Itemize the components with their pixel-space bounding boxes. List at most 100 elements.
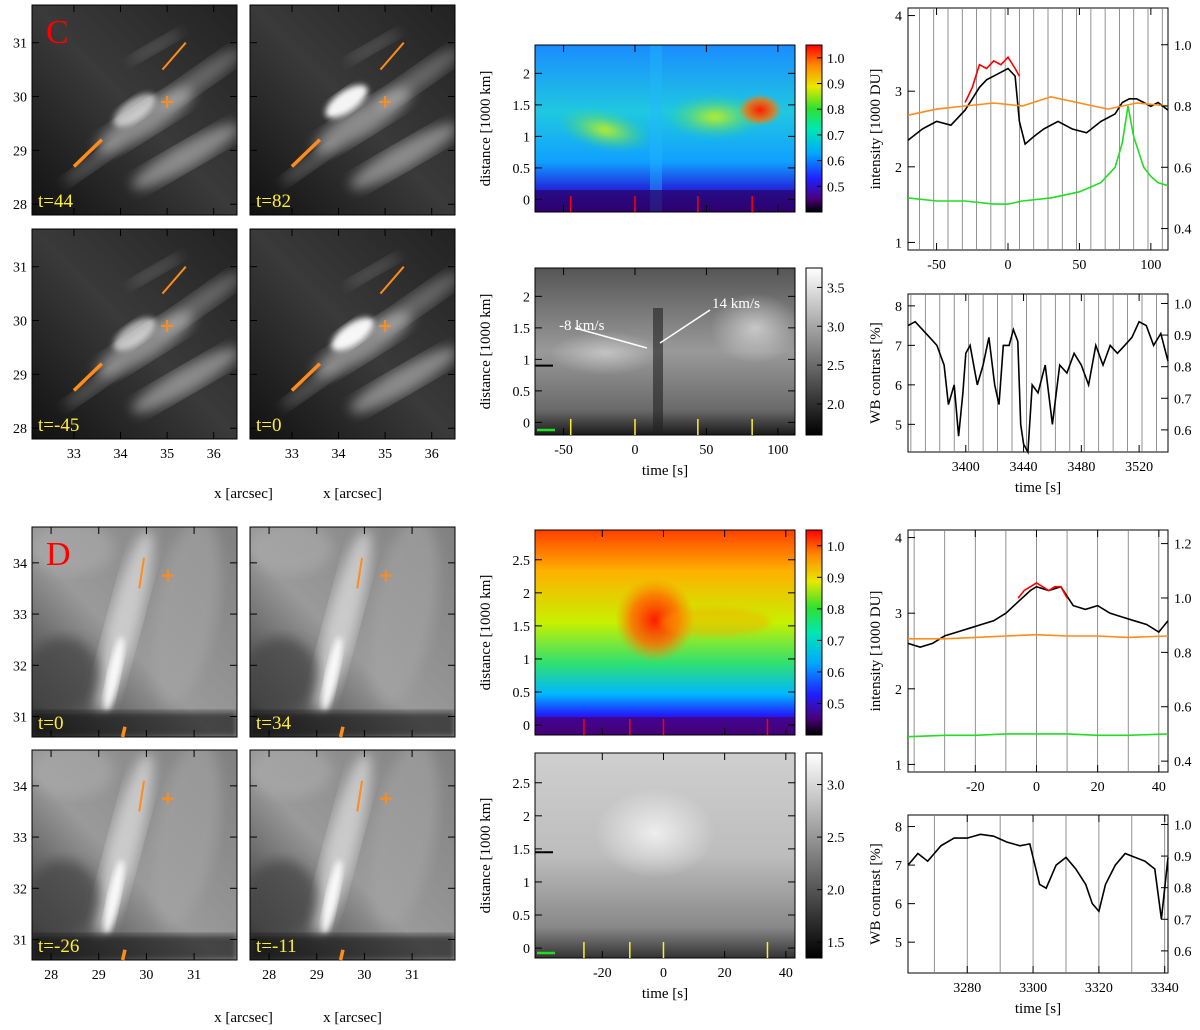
- image-ytick-label: 31: [13, 37, 27, 52]
- colorbar-tick-label: 3.0: [827, 320, 845, 335]
- colorbar-tick-label: 0.9: [827, 571, 845, 586]
- image-ytick-label: 34: [13, 780, 27, 795]
- y-axis-label: distance [1000 km]: [478, 798, 494, 914]
- heatmap-content: -8 km/s 14 km/s: [535, 268, 795, 435]
- heatmap-feature: [653, 308, 663, 435]
- y-axis-label: WB contrast [%]: [868, 843, 884, 945]
- image-xtick-label: 30: [357, 968, 371, 983]
- heatmap-ytick-label: 2: [523, 290, 530, 305]
- image-xtick-label: 35: [160, 447, 174, 462]
- solar-image-C-3: t=-45 33 34 35 36 28 29 30 31: [13, 228, 238, 462]
- image-xtick-label: 29: [310, 968, 324, 983]
- image-time-label: t=44: [38, 191, 73, 212]
- heatmap-feature: [650, 45, 662, 212]
- bright-grain: [325, 84, 368, 118]
- series-green: [907, 105, 1169, 205]
- x-axis-label: x [arcsec]: [214, 1010, 273, 1026]
- xtick-label: 3340: [1151, 981, 1179, 996]
- colorbar-tick-label: 0.5: [827, 697, 845, 712]
- heatmap-ytick-label: 2.5: [513, 777, 531, 792]
- solar-image-C-2: t=82: [249, 4, 456, 216]
- solar-image-D-4: t=-11 28 29 30 31: [249, 749, 456, 983]
- heatmap-feature: [738, 94, 782, 126]
- image-ytick-label: 30: [13, 91, 27, 106]
- heatmap-frame: [534, 752, 796, 959]
- image-ytick-label: 29: [13, 368, 27, 383]
- image-time-label: t=-26: [38, 936, 79, 957]
- heatmap-xtick-label: 40: [779, 966, 793, 981]
- y2tick-label: 1.0: [1174, 39, 1192, 54]
- image-xtick-label: 30: [139, 968, 153, 983]
- series-black: [907, 67, 1169, 146]
- y2tick-label: 0.6: [1174, 161, 1192, 176]
- y2tick-label: 0.7: [1174, 392, 1192, 407]
- heatmap-ytick-label: 2: [523, 587, 530, 602]
- series-green: [907, 733, 1169, 738]
- velocity-label: 14 km/s: [712, 296, 760, 312]
- bright-streak: [250, 750, 332, 798]
- xtick-label: 3440: [1010, 460, 1038, 475]
- bright-streak: [151, 750, 221, 928]
- bright-grain: [322, 860, 342, 934]
- image-xtick-label: 34: [332, 447, 346, 462]
- image-content: [32, 229, 237, 439]
- ytick-label: 7: [895, 859, 902, 874]
- bright-streak: [350, 123, 455, 189]
- xtick-label: 3320: [1085, 981, 1113, 996]
- heatmap-xtick-label: 50: [699, 443, 713, 458]
- y2tick-label: 0.8: [1174, 882, 1192, 897]
- solar-image-D-2: t=34: [249, 526, 456, 738]
- heatmap-feature: [710, 293, 795, 363]
- heatmap-ytick-label: 0.5: [513, 909, 531, 924]
- colorbar-tick-label: 1.0: [827, 540, 845, 555]
- image-content: [250, 750, 455, 960]
- y-axis-label: intensity [1000 DU]: [868, 69, 884, 190]
- heatmap-ytick-label: 0: [523, 416, 530, 431]
- bright-streak: [369, 527, 439, 705]
- heatmap-xtick-label: 100: [767, 443, 788, 458]
- heatmap-xtick-label: 0: [660, 966, 667, 981]
- slit-marker: [161, 42, 187, 71]
- bright-streak: [250, 527, 332, 575]
- y2tick-label: 0.6: [1174, 701, 1192, 716]
- bright-streak: [250, 860, 317, 934]
- bright-streak: [157, 47, 237, 110]
- image-xtick-label: 28: [262, 968, 276, 983]
- heatmap-content: [535, 753, 795, 958]
- ytick-label: 5: [895, 936, 902, 951]
- image-frame: [31, 4, 238, 216]
- bright-streak: [250, 637, 317, 711]
- heatmap-ytick-label: 2: [523, 67, 530, 82]
- slit-marker: [338, 949, 345, 961]
- y2tick-label: 1.0: [1174, 297, 1192, 312]
- image-xtick-label: 36: [207, 447, 221, 462]
- heatmap-ytick-label: 2: [523, 810, 530, 825]
- colorbar-tick-label: 2.0: [827, 398, 845, 413]
- heatmap-feature: [660, 608, 770, 636]
- image-grid-D: t=0 31 32 33 34 t=34 t=-26 28 29 30 31 31 32 33 34 t=-1…: [13, 526, 456, 1026]
- y2tick-label: 0.9: [1174, 850, 1192, 865]
- y-axis-label: distance [1000 km]: [478, 294, 494, 410]
- image-xtick-label: 28: [44, 968, 58, 983]
- y-axis-label: WB contrast [%]: [868, 322, 884, 424]
- heatmap-ytick-label: 1.5: [513, 99, 531, 114]
- line-plot-C: 3400 3440 3480 3520 5 6 7 8 0.6 0.7 0.8 0.9 1.0 WB co…: [868, 293, 1192, 496]
- bright-streak: [346, 254, 400, 288]
- ytick-label: 3: [895, 85, 902, 100]
- y2tick-label: 0.8: [1174, 361, 1192, 376]
- slit-marker: [290, 362, 322, 392]
- bright-streak: [369, 750, 439, 928]
- image-ytick-label: 31: [13, 934, 27, 949]
- ytick-label: 4: [895, 10, 902, 25]
- heatmap-xtick-label: -50: [554, 443, 573, 458]
- bright-grain: [113, 93, 156, 127]
- image-frame: [249, 526, 456, 738]
- x-axis-label: x [arcsec]: [323, 486, 382, 502]
- bright-streak: [281, 365, 342, 408]
- y2tick-label: 0.7: [1174, 913, 1192, 928]
- colorbar-tick-label: 1.5: [827, 936, 845, 951]
- plot-frame: [907, 293, 1169, 453]
- velocity-label: -8 km/s: [559, 318, 605, 334]
- image-ytick-label: 29: [13, 144, 27, 159]
